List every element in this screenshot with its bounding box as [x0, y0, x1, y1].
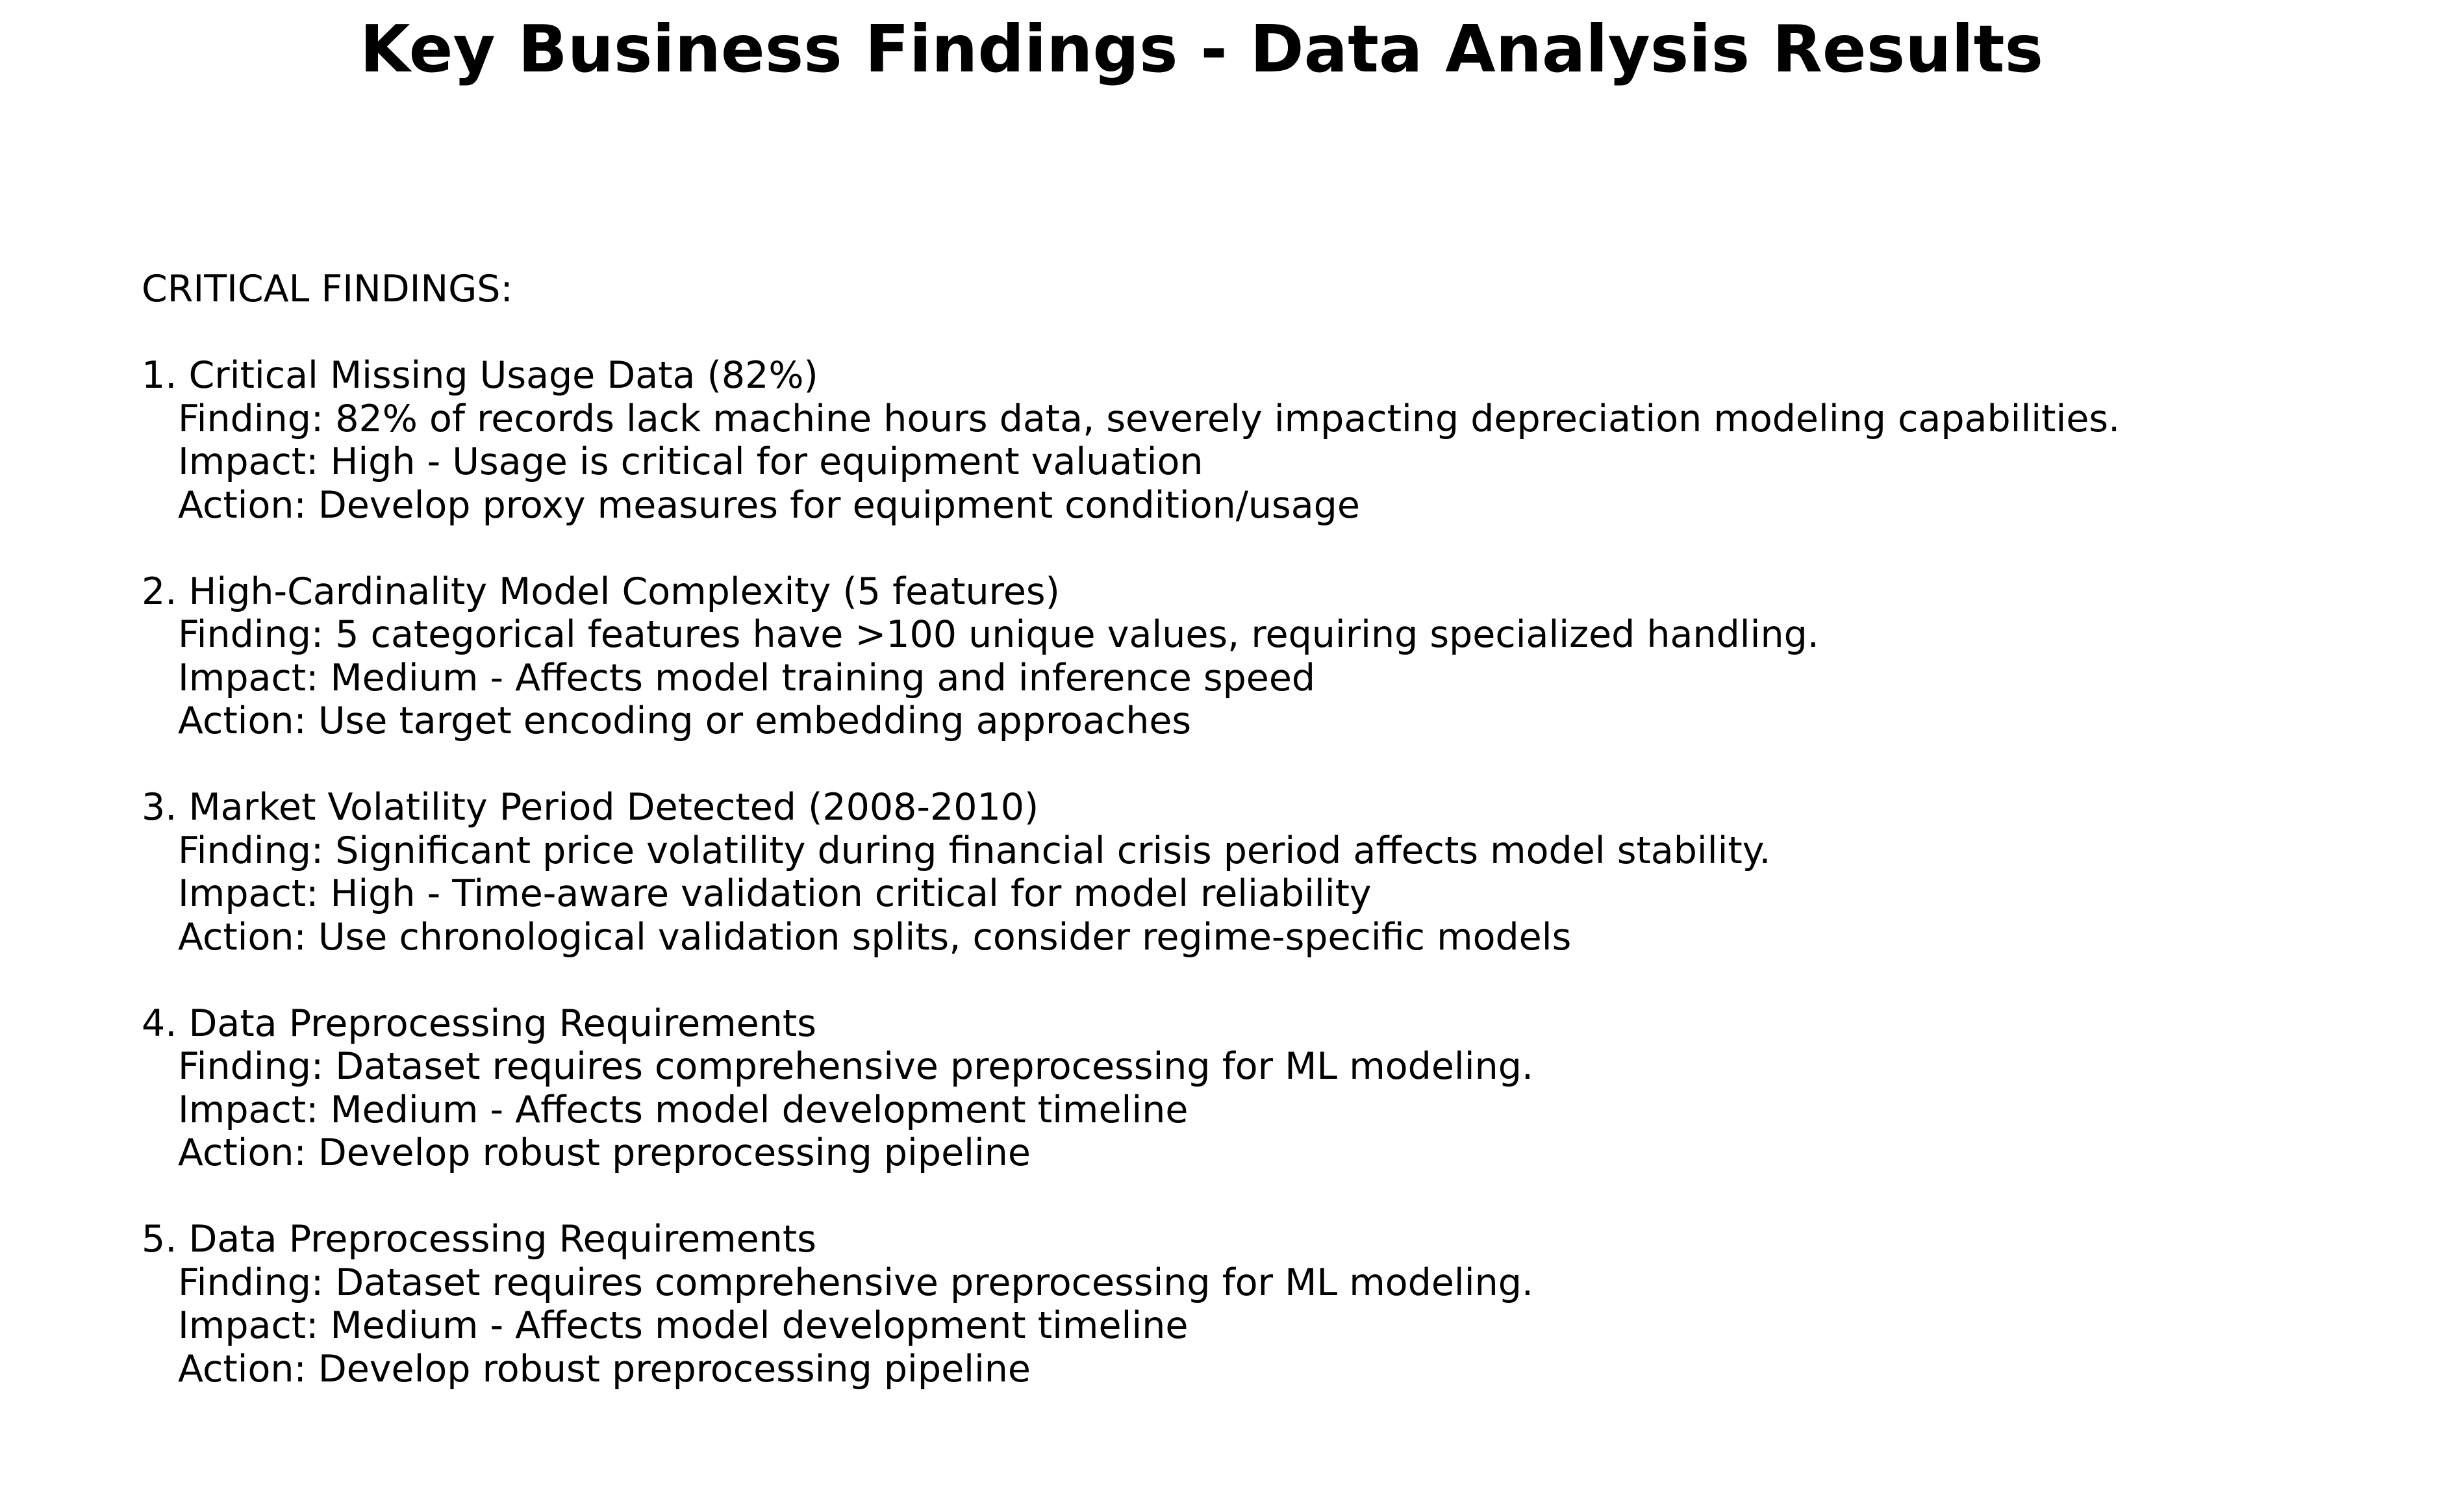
finding-action: Action: Develop robust preprocessing pip… — [178, 1347, 1031, 1391]
finding-impact: Impact: High - Usage is critical for equ… — [178, 440, 1203, 483]
finding-item-2: 2. High-Cardinality Model Complexity (5 … — [142, 570, 2120, 743]
section-heading: CRITICAL FINDINGS: — [142, 268, 513, 310]
finding-detail: Finding: Dataset requires comprehensive … — [178, 1261, 1534, 1304]
spacer — [142, 959, 2120, 1002]
finding-heading: 1. Critical Missing Usage Data (82%) — [142, 354, 818, 397]
finding-detail: Finding: Dataset requires comprehensive … — [178, 1045, 1534, 1088]
finding-action: Action: Use chronological validation spl… — [178, 915, 1572, 959]
finding-action: Action: Develop proxy measures for equip… — [178, 483, 1360, 527]
finding-item-5: 5. Data Preprocessing Requirements Findi… — [142, 1218, 2120, 1391]
finding-heading: 3. Market Volatility Period Detected (20… — [142, 786, 1039, 829]
finding-impact: Impact: Medium - Affects model developme… — [178, 1304, 1189, 1347]
finding-heading: 4. Data Preprocessing Requirements — [142, 1002, 816, 1045]
spacer — [142, 743, 2120, 787]
finding-action: Action: Use target encoding or embedding… — [178, 699, 1192, 742]
spacer — [142, 527, 2120, 570]
finding-item-3: 3. Market Volatility Period Detected (20… — [142, 786, 2120, 959]
spacer — [142, 1175, 2120, 1218]
finding-item-1: 1. Critical Missing Usage Data (82%) Fin… — [142, 354, 2120, 527]
finding-heading: 2. High-Cardinality Model Complexity (5 … — [142, 570, 1060, 613]
finding-action: Action: Develop robust preprocessing pip… — [178, 1131, 1031, 1174]
page-title: Key Business Findings - Data Analysis Re… — [359, 11, 2044, 87]
spacer — [142, 311, 2120, 355]
finding-impact: Impact: Medium - Affects model training … — [178, 656, 1316, 699]
finding-item-4: 4. Data Preprocessing Requirements Findi… — [142, 1002, 2120, 1175]
finding-detail: Finding: Significant price volatility du… — [178, 829, 1771, 872]
finding-detail: Finding: 82% of records lack machine hou… — [178, 397, 2121, 440]
findings-text-block: CRITICAL FINDINGS: 1. Critical Missing U… — [142, 268, 2120, 1391]
finding-impact: Impact: High - Time-aware validation cri… — [178, 872, 1372, 915]
finding-heading: 5. Data Preprocessing Requirements — [142, 1218, 816, 1261]
finding-detail: Finding: 5 categorical features have >10… — [178, 613, 1819, 656]
finding-impact: Impact: Medium - Affects model developme… — [178, 1088, 1189, 1131]
